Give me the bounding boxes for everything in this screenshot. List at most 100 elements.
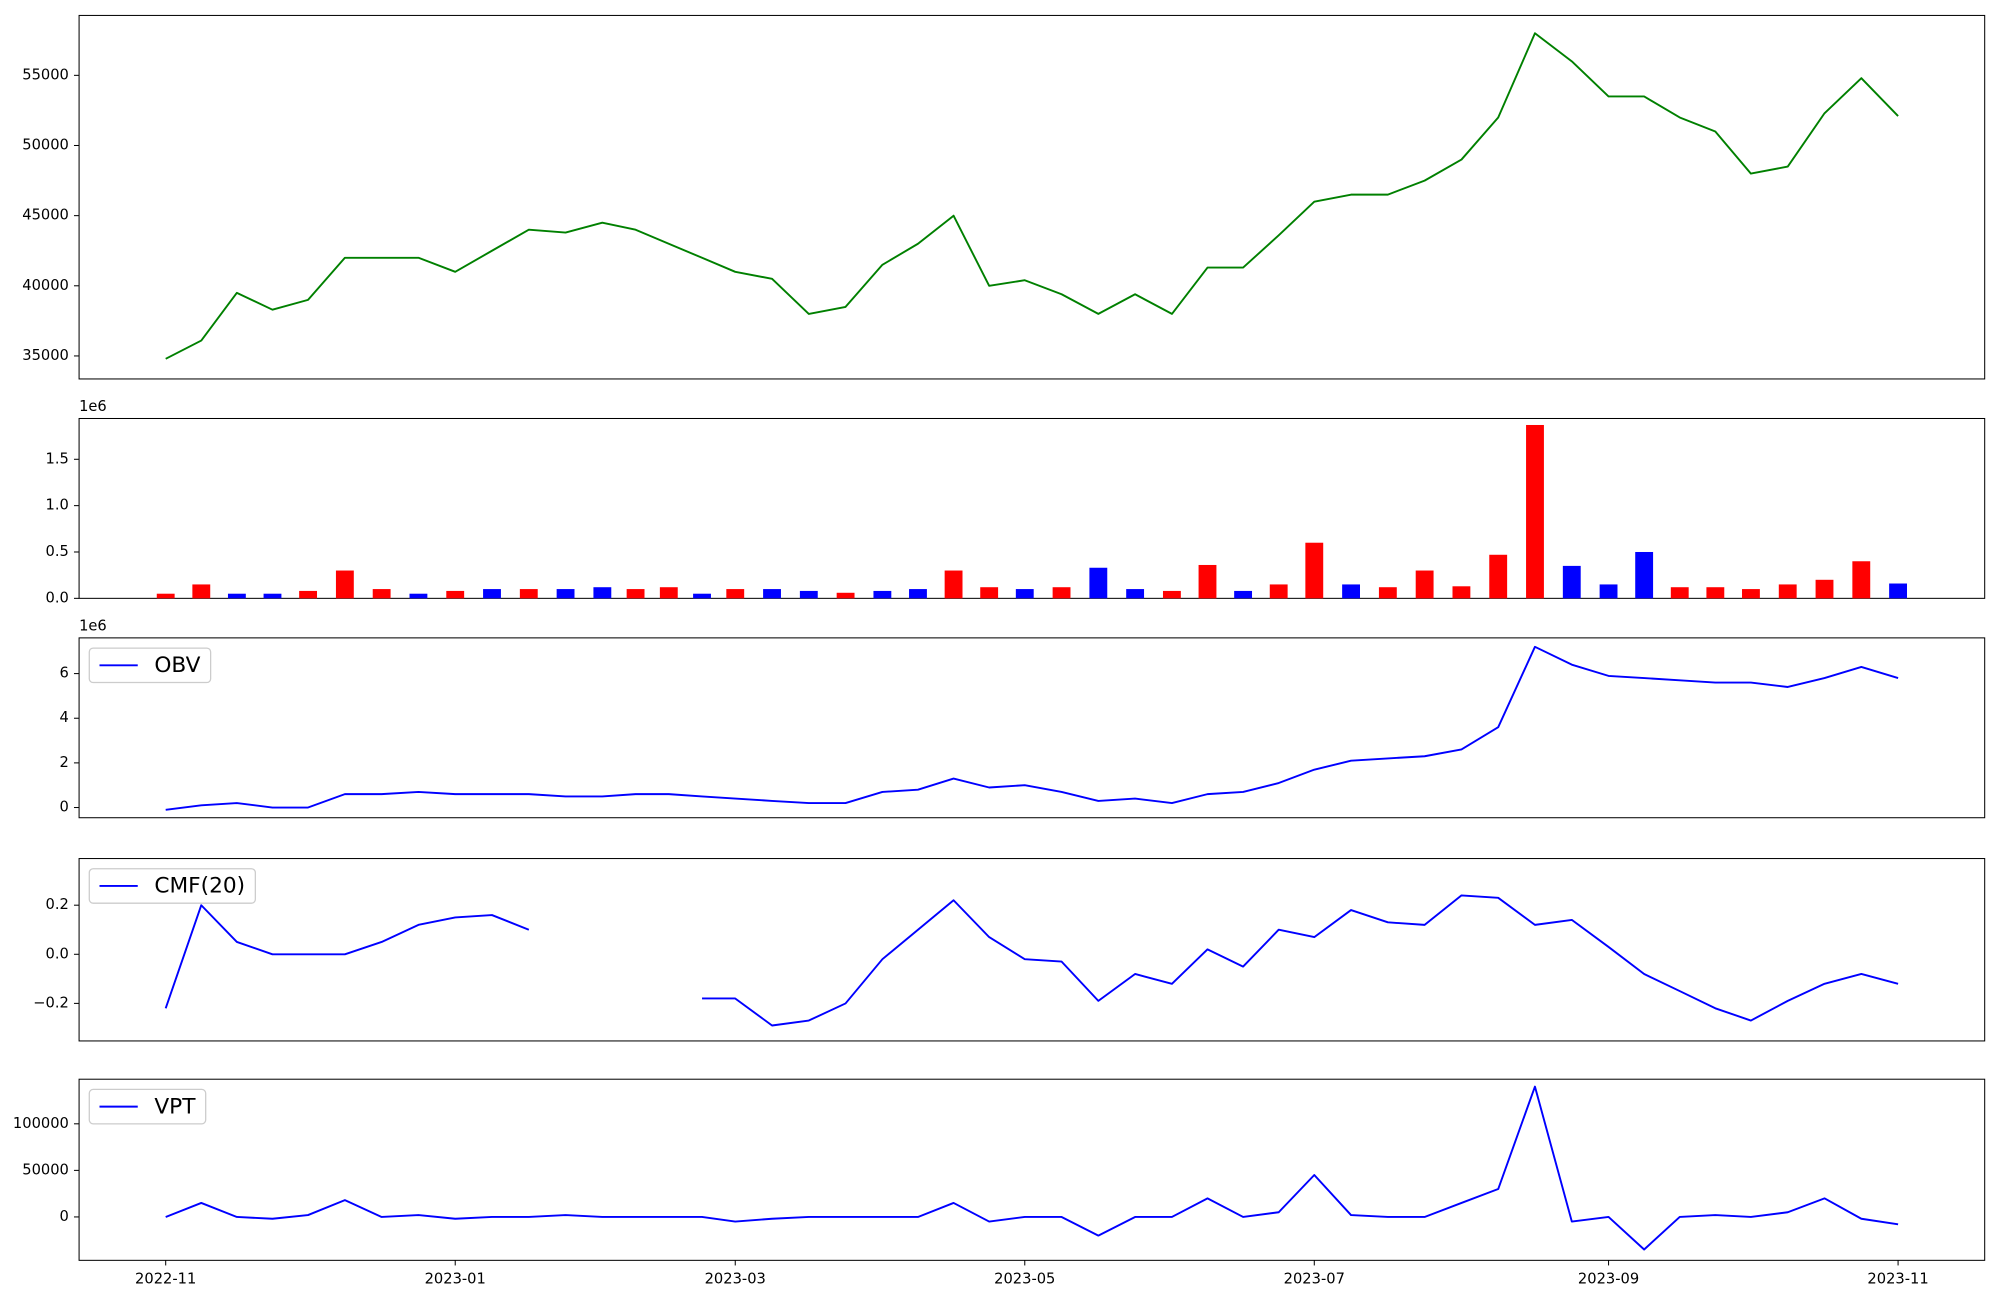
bar — [1198, 564, 1217, 599]
y-tick-label: 0.5 — [46, 543, 69, 560]
bar — [156, 593, 175, 599]
bar — [1415, 570, 1434, 599]
legend-label: CMF(20) — [154, 874, 245, 899]
bar — [836, 592, 855, 599]
y-tick-label: 1.0 — [46, 497, 69, 514]
x-tick-label: 2023-03 — [705, 1270, 766, 1287]
line — [165, 32, 1899, 360]
bar — [980, 587, 999, 599]
bar — [1452, 586, 1471, 599]
bar — [1815, 579, 1834, 599]
x-tick-label: 2023-09 — [1578, 1270, 1639, 1287]
bar — [556, 589, 575, 599]
bar — [693, 593, 711, 599]
y-tick-label: 35000 — [22, 347, 69, 364]
legend-box — [88, 1088, 207, 1125]
bar — [372, 589, 391, 599]
y-tick-label: 45000 — [22, 207, 69, 224]
line — [165, 1085, 1899, 1251]
bar — [1489, 554, 1508, 599]
axes-frame — [78, 14, 1986, 380]
bar — [335, 570, 354, 599]
y-tick-label: −0.2 — [33, 994, 69, 1011]
bar — [409, 593, 428, 599]
y-tick-label: 55000 — [22, 66, 69, 83]
bar — [263, 593, 282, 599]
bar — [519, 589, 538, 599]
bar — [626, 589, 645, 599]
bar — [1234, 590, 1253, 599]
y-tick-label: 50000 — [22, 136, 69, 153]
bar — [1526, 424, 1544, 599]
bar — [1126, 589, 1145, 599]
axes-frame — [78, 637, 1986, 819]
y-tick-label: 0.2 — [46, 896, 69, 913]
offset-label: 1e6 — [79, 398, 107, 415]
axes-frame — [78, 417, 1986, 599]
panel: 35000 40000 45000 50000 55000 — [22, 14, 1986, 380]
x-tick-label: 2023-05 — [994, 1270, 1055, 1287]
bar — [227, 593, 246, 599]
legend-label: OBV — [154, 653, 200, 678]
bar — [446, 590, 465, 599]
panel: 0 50000 100000 VPT 2022-11 2023-01 2023-03 2023… — [13, 1078, 1986, 1287]
bar — [1342, 584, 1361, 599]
panel: −0.2 0.0 0.2 CMF(20) — [33, 858, 1986, 1042]
axes-frame — [78, 858, 1986, 1042]
y-tick-label: 1.5 — [46, 450, 69, 467]
bar — [1889, 583, 1908, 599]
offset-label: 1e6 — [79, 617, 107, 634]
legend: VPT — [88, 1088, 207, 1125]
y-tick-label: 6 — [60, 665, 69, 682]
bar — [1778, 584, 1797, 599]
bar — [1269, 584, 1288, 599]
bar — [799, 590, 818, 599]
bar — [1089, 567, 1108, 599]
legend-box — [88, 868, 256, 904]
bar — [1635, 551, 1654, 599]
bar — [1305, 542, 1324, 599]
bar — [659, 587, 678, 599]
bar — [1162, 590, 1181, 599]
y-tick-label: 50000 — [22, 1161, 69, 1178]
legend-label: VPT — [154, 1094, 196, 1119]
bar — [873, 590, 892, 599]
bar — [192, 584, 211, 599]
y-tick-label: 0.0 — [46, 945, 69, 962]
y-tick-label: 4 — [60, 709, 69, 726]
bar — [1052, 587, 1071, 599]
bar — [1742, 589, 1760, 599]
bar — [1670, 587, 1689, 599]
panel: 0 2 4 6 1e6 OBV — [60, 617, 1986, 819]
bar — [1706, 587, 1725, 599]
legend: CMF(20) — [88, 868, 256, 904]
bar — [593, 587, 612, 599]
y-tick-label: 0 — [60, 799, 69, 816]
x-tick-label: 2023-11 — [1867, 1270, 1928, 1287]
y-tick-label: 2 — [60, 754, 69, 771]
bar — [909, 589, 927, 599]
y-tick-label: 0.0 — [46, 589, 69, 606]
y-tick-label: 100000 — [13, 1115, 69, 1132]
x-tick-label: 2022-11 — [135, 1270, 196, 1287]
axes-frame — [78, 1078, 1986, 1261]
bar — [299, 590, 318, 599]
line — [164, 894, 1899, 1027]
bar — [944, 570, 963, 599]
y-tick-label: 0 — [60, 1208, 69, 1225]
bar — [726, 589, 745, 599]
bar — [483, 589, 501, 599]
bar — [1599, 584, 1618, 599]
legend: OBV — [88, 647, 212, 684]
bar — [1562, 565, 1581, 599]
x-tick-label: 2023-01 — [425, 1270, 486, 1287]
x-tick-label: 2023-07 — [1284, 1270, 1345, 1287]
bar — [1852, 561, 1871, 599]
panel: 0.0 0.5 1.0 1.5 1e6 — [46, 398, 1986, 606]
bar — [1015, 589, 1034, 599]
bar — [763, 589, 781, 599]
y-tick-label: 40000 — [22, 277, 69, 294]
line — [165, 645, 1899, 811]
legend-box — [88, 647, 212, 684]
